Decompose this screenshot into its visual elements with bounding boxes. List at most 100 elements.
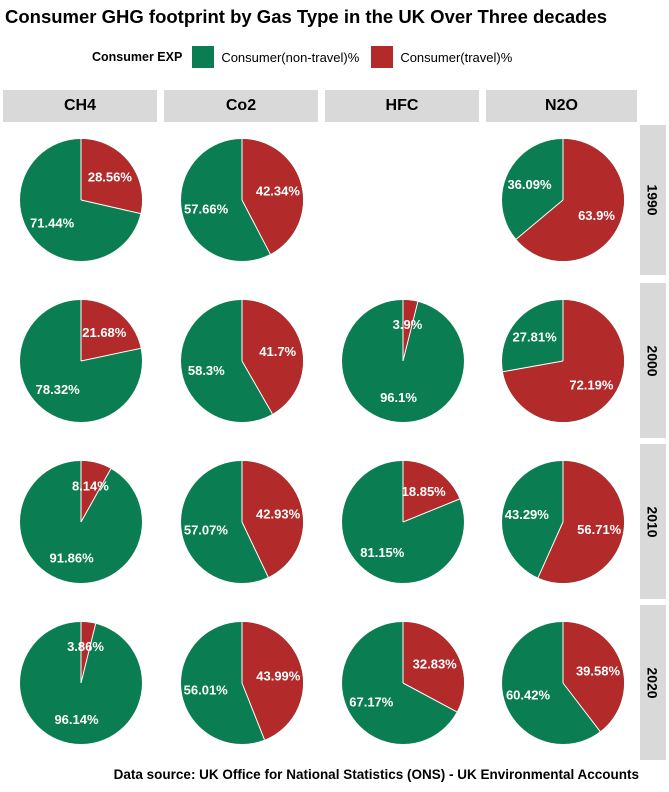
data-label-non-travel-co2-2020: 56.01% [184, 682, 229, 697]
slice-travel-hfc-2010 [403, 461, 460, 522]
slice-separator-n2o-1990 [515, 199, 564, 240]
data-label-non-travel-co2-2000: 58.3% [188, 363, 225, 378]
slice-separator-ch4-2020 [80, 623, 97, 684]
pie-chart-co2-2020: 43.99% 56.01% [181, 622, 303, 744]
slice-travel-ch4-2000 [81, 300, 141, 361]
data-label-non-travel-hfc-2020: 67.17% [349, 695, 394, 710]
pie-panel-n2o-2010: 56.71% 43.29% [484, 444, 642, 599]
facet-strip-ch4: CH4 [3, 90, 157, 122]
pie-panel-ch4-2000: 21.68% 78.32% [2, 283, 160, 438]
legend-item-travel: Consumer(travel)% [371, 46, 512, 68]
legend-swatch-travel [371, 46, 394, 68]
pie-panel-co2-2010: 42.93% 57.07% [163, 444, 321, 599]
data-label-travel-ch4-2010: 8.14% [72, 479, 109, 494]
slice-separator-hfc-2010 [402, 498, 460, 523]
slice-travel-co2-2010 [242, 461, 303, 578]
facet-strip-1990: 1990 [640, 125, 666, 275]
data-label-travel-co2-1990: 42.34% [256, 184, 301, 199]
facet-strip-2020: 2020 [640, 605, 666, 760]
data-label-non-travel-ch4-2010: 91.86% [50, 550, 95, 565]
pie-panel-hfc-2000: 3.9% 96.1% [324, 283, 482, 438]
pie-chart-hfc-2000: 3.9% 96.1% [342, 300, 464, 422]
data-source-caption: Data source: UK Office for National Stat… [113, 767, 639, 782]
data-label-travel-n2o-2010: 56.71% [577, 522, 622, 537]
pie-panel-ch4-1990: 28.56% 71.44% [2, 122, 160, 277]
slice-separator-ch4-2000 [80, 347, 141, 362]
pie-panel-co2-2020: 43.99% 56.01% [163, 605, 321, 760]
facet-strip-label-2010: 2010 [645, 505, 661, 538]
data-label-non-travel-ch4-2020: 96.14% [54, 712, 99, 727]
slice-separator-co2-2010 [241, 521, 269, 578]
pie-panel-co2-1990: 42.34% 57.66% [163, 122, 321, 277]
pie-chart-ch4-2020: 3.86% 96.14% [20, 622, 142, 744]
data-label-travel-hfc-2020: 32.83% [413, 657, 458, 672]
pie-panel-ch4-2010: 8.14% 91.86% [2, 444, 160, 599]
data-label-non-travel-n2o-2000: 27.81% [513, 330, 558, 345]
facet-strip-n2o: N2O [486, 90, 637, 122]
data-label-non-travel-n2o-1990: 36.09% [507, 177, 552, 192]
pie-chart-hfc-2020: 32.83% 67.17% [342, 622, 464, 744]
legend-label-non-travel: Consumer(non-travel)% [221, 49, 360, 65]
data-label-non-travel-co2-2010: 57.07% [184, 523, 229, 538]
data-label-travel-n2o-1990: 63.9% [578, 208, 615, 223]
pie-panel-hfc-1990 [324, 122, 482, 277]
slice-separator-co2-1990 [241, 199, 271, 255]
data-label-non-travel-hfc-2010: 81.15% [360, 545, 405, 560]
facet-strip-label-2020: 2020 [645, 666, 661, 699]
legend-item-non-travel: Consumer(non-travel)% [192, 46, 359, 68]
legend-label-travel: Consumer(travel)% [400, 49, 513, 65]
data-label-non-travel-co2-1990: 57.66% [184, 201, 229, 216]
pie-chart-co2-2010: 42.93% 57.07% [181, 461, 303, 583]
data-label-travel-co2-2000: 41.7% [259, 344, 296, 359]
slice-separator-n2o-2010 [537, 521, 564, 578]
data-label-non-travel-ch4-1990: 71.44% [30, 216, 75, 231]
pie-chart-co2-1990: 42.34% 57.66% [181, 139, 303, 261]
slice-travel-n2o-2010 [538, 461, 624, 583]
facet-strip-co2: Co2 [164, 90, 318, 122]
slice-separator-hfc-2020 [402, 682, 458, 713]
facet-strip-label-1990: 1990 [645, 184, 661, 216]
slice-separator-co2-2020 [241, 682, 265, 740]
data-label-travel-ch4-1990: 28.56% [88, 169, 133, 184]
slice-travel-co2-1990 [242, 139, 303, 255]
facet-strip-hfc: HFC [325, 90, 479, 122]
pie-chart-ch4-1990: 28.56% 71.44% [20, 139, 142, 261]
pie-panel-n2o-2020: 39.58% 60.42% [484, 605, 642, 760]
legend-title: Consumer EXP [92, 50, 183, 64]
slice-travel-n2o-2020 [563, 622, 624, 732]
legend-swatch-non-travel [192, 46, 215, 68]
slice-separator-co2-2000 [241, 360, 273, 415]
slice-travel-co2-2000 [242, 300, 303, 414]
slice-travel-co2-2020 [242, 622, 303, 740]
pie-panel-n2o-2000: 72.19% 27.81% [484, 283, 642, 438]
pie-chart-ch4-2000: 21.68% 78.32% [20, 300, 142, 422]
pie-chart-n2o-2020: 39.58% 60.42% [502, 622, 624, 744]
facet-strip-label-2000: 2000 [645, 344, 661, 377]
data-label-non-travel-hfc-2000: 96.1% [380, 390, 417, 405]
data-label-travel-ch4-2020: 3.86% [67, 639, 104, 654]
data-label-travel-n2o-2000: 72.19% [569, 377, 614, 392]
data-label-travel-hfc-2000: 3.9% [393, 317, 423, 332]
pie-panel-hfc-2020: 32.83% 67.17% [324, 605, 482, 760]
data-label-non-travel-n2o-2010: 43.29% [505, 507, 550, 522]
slice-travel-ch4-1990 [81, 139, 142, 214]
data-label-non-travel-ch4-2000: 78.32% [36, 382, 81, 397]
pie-panel-n2o-1990: 63.9% 36.09% [484, 122, 642, 277]
slice-separator-n2o-2020 [562, 682, 601, 732]
pie-panel-hfc-2010: 18.85% 81.15% [324, 444, 482, 599]
pie-panel-ch4-2020: 3.86% 96.14% [2, 605, 160, 760]
data-label-travel-hfc-2010: 18.85% [402, 484, 447, 499]
pie-chart-n2o-2000: 72.19% 27.81% [502, 300, 624, 422]
slice-separator-ch4-2010 [80, 468, 112, 523]
slice-travel-n2o-1990 [516, 139, 624, 261]
pie-chart-n2o-2010: 56.71% 43.29% [502, 461, 624, 583]
pie-chart-ch4-2010: 8.14% 91.86% [20, 461, 142, 583]
slice-separator-ch4-1990 [80, 199, 141, 215]
data-label-travel-ch4-2000: 21.68% [82, 325, 127, 340]
legend: Consumer EXP Consumer(non-travel)% Consu… [92, 44, 524, 70]
facet-strip-2000: 2000 [640, 283, 666, 438]
pie-chart-hfc-2010: 18.85% 81.15% [342, 461, 464, 583]
chart-title: Consumer GHG footprint by Gas Type in th… [5, 6, 608, 27]
data-label-non-travel-n2o-2020: 60.42% [506, 687, 551, 702]
pie-chart-n2o-1990: 63.9% 36.09% [502, 139, 624, 261]
